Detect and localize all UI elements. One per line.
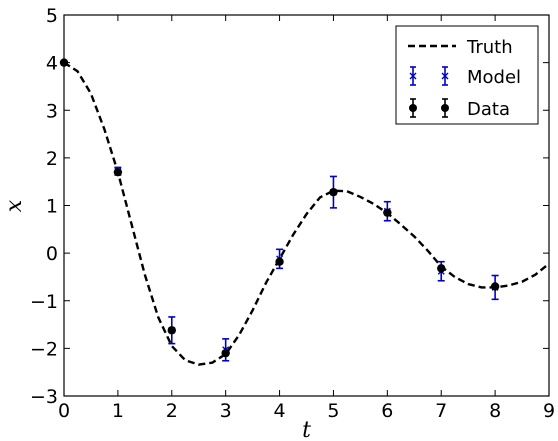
legend-swatch-model — [409, 72, 417, 80]
legend-swatch-model — [441, 72, 449, 80]
y-tick-label: −1 — [30, 291, 58, 313]
legend-swatch-data — [441, 104, 449, 112]
x-ticks: 0 1 2 3 4 5 6 7 8 9 — [58, 15, 555, 422]
x-tick-label: 5 — [327, 400, 339, 422]
x-tick-label: 1 — [112, 400, 124, 422]
x-tick-label: 2 — [166, 400, 178, 422]
legend-item-model: Model — [409, 66, 521, 88]
x-tick-label: 8 — [489, 400, 501, 422]
y-ticks: −3 −2 −1 0 1 2 3 4 5 — [30, 5, 549, 408]
y-tick-label: −3 — [30, 386, 58, 408]
legend-item-truth: Truth — [408, 37, 513, 58]
x-tick-label: 4 — [274, 400, 286, 422]
x-tick-label: 3 — [220, 400, 232, 422]
legend: Truth Model Data — [395, 25, 539, 125]
x-axis-label: t — [302, 418, 311, 441]
data-point — [383, 208, 392, 217]
legend-label-truth: Truth — [466, 37, 513, 58]
data-point — [437, 264, 446, 273]
x-tick-label: 0 — [58, 400, 70, 422]
y-tick-label: −2 — [30, 338, 58, 360]
y-axis-label: x — [2, 199, 27, 212]
y-tick-label: 4 — [46, 53, 58, 75]
y-tick-label: 1 — [46, 196, 58, 218]
y-tick-label: 3 — [46, 100, 58, 122]
legend-swatch-data — [409, 104, 417, 112]
y-tick-label: 0 — [46, 243, 58, 265]
x-tick-label: 6 — [381, 400, 393, 422]
legend-box — [395, 25, 539, 125]
data-point — [167, 326, 176, 335]
data-point — [490, 282, 500, 291]
legend-item-data: Data — [409, 98, 510, 120]
data-point — [329, 187, 338, 197]
y-tick-label: 5 — [46, 5, 58, 27]
legend-label-model: Model — [467, 67, 521, 88]
data-point — [113, 167, 123, 177]
truth-series — [63, 61, 550, 366]
data-point — [275, 257, 284, 266]
x-tick-label: 7 — [435, 400, 447, 422]
data-point — [221, 348, 230, 358]
truth-line — [63, 61, 550, 366]
x-tick-label: 9 — [543, 400, 555, 422]
y-tick-label: 2 — [46, 148, 58, 170]
legend-label-data: Data — [467, 99, 510, 120]
